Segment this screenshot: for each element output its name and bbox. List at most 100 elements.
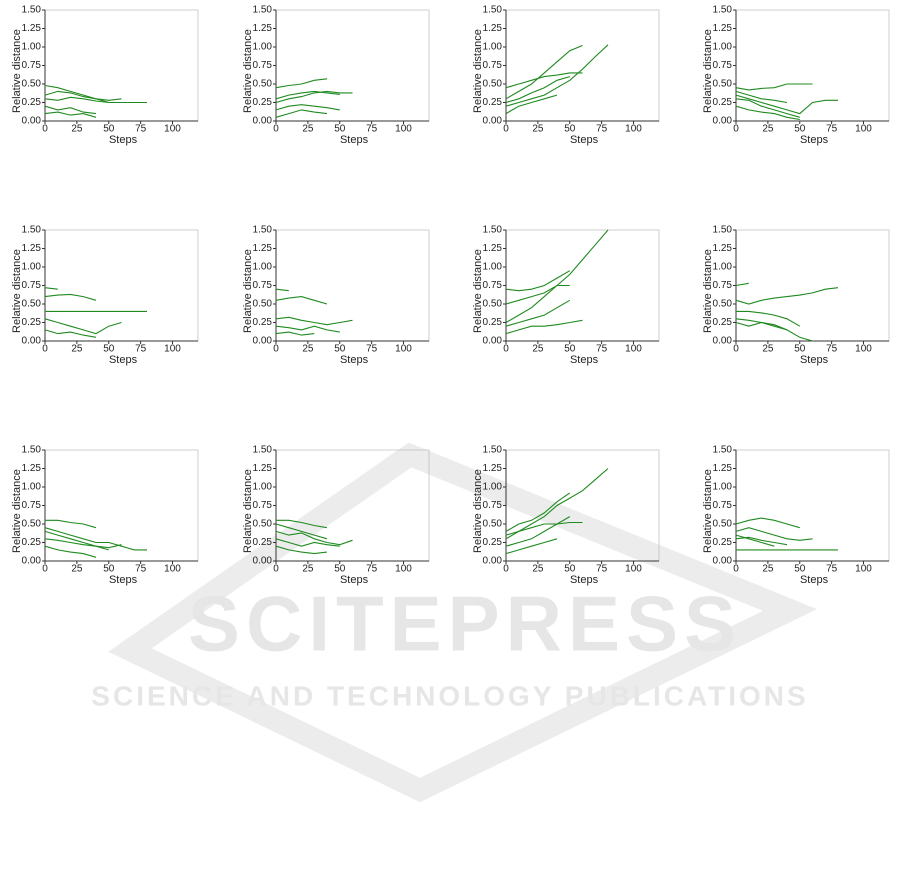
y-tick-label: 1.50 (253, 225, 273, 236)
y-tick-label: 0.25 (253, 537, 273, 548)
data-line (505, 492, 571, 532)
x-axis-label: Steps (340, 134, 369, 146)
data-line (505, 516, 571, 547)
y-tick-label: 1.00 (713, 42, 733, 53)
watermark-title: SCITEPRESS (188, 580, 742, 668)
y-tick-label: 0.25 (713, 537, 733, 548)
x-tick-label: 100 (395, 124, 412, 135)
chart-panel: 0.00 0.25 0.50 0.75 1.00 1.25 1.50 0 25 50 75 100 St… (472, 445, 660, 586)
x-axis-label: Steps (340, 354, 369, 366)
x-tick-label: 100 (164, 564, 181, 575)
y-tick-label: 0.00 (22, 556, 42, 567)
y-axis-label: Relative distance (472, 249, 484, 333)
data-line (275, 109, 328, 118)
data-line (736, 310, 801, 327)
y-tick-label: 0.25 (483, 537, 503, 548)
x-tick-label: 25 (762, 124, 774, 135)
chart-panel: 0.00 0.25 0.50 0.75 1.00 1.25 1.50 0 25 50 75 100 St… (242, 445, 430, 586)
x-tick-label: 0 (42, 344, 48, 355)
y-tick-label: 0.00 (22, 336, 42, 347)
watermark-subtitle: SCIENCE AND TECHNOLOGY PUBLICATIONS (91, 680, 808, 711)
y-tick-label: 0.50 (22, 299, 42, 310)
data-line (735, 90, 788, 104)
x-tick-label: 25 (302, 564, 314, 575)
chart-panel: 0.00 0.25 0.50 0.75 1.00 1.25 1.50 0 25 50 75 100 St… (472, 5, 660, 146)
y-tick-label: 1.00 (483, 262, 503, 273)
y-tick-label: 1.50 (22, 5, 42, 16)
y-tick-label: 0.50 (253, 519, 273, 530)
watermark-shape (108, 442, 817, 803)
plot-frame (735, 229, 890, 342)
data-line (275, 331, 315, 336)
x-tick-label: 0 (503, 344, 509, 355)
y-tick-label: 1.50 (483, 5, 503, 16)
chart-panel: 0.00 0.25 0.50 0.75 1.00 1.25 1.50 0 25 50 75 100 St… (242, 225, 430, 366)
y-tick-label: 0.50 (713, 299, 733, 310)
data-line (275, 78, 328, 89)
x-tick-label: 100 (164, 344, 181, 355)
x-tick-label: 50 (794, 344, 806, 355)
y-tick-label: 1.25 (483, 463, 503, 474)
x-tick-label: 25 (762, 344, 774, 355)
y-axis-label: Relative distance (11, 249, 23, 333)
y-axis-label: Relative distance (242, 29, 254, 113)
x-tick-label: 50 (103, 344, 115, 355)
plot-frame (275, 9, 430, 122)
data-line (505, 72, 583, 89)
x-tick-label: 50 (103, 564, 115, 575)
y-tick-label: 0.75 (483, 500, 503, 511)
x-tick-label: 75 (135, 564, 147, 575)
y-tick-label: 0.50 (22, 79, 42, 90)
x-tick-label: 0 (273, 344, 279, 355)
chart-panel: 0.00 0.25 0.50 0.75 1.00 1.25 1.50 0 25 50 75 100 St… (702, 445, 890, 586)
y-axis-label: Relative distance (702, 249, 714, 333)
x-tick-label: 100 (625, 344, 642, 355)
data-line (44, 96, 147, 104)
y-tick-label: 1.50 (483, 445, 503, 456)
data-line (44, 105, 97, 115)
data-line (44, 545, 97, 558)
data-line (275, 316, 353, 326)
data-line (735, 534, 775, 547)
chart-panel: 0.00 0.25 0.50 0.75 1.00 1.25 1.50 0 25 50 75 100 St… (702, 5, 890, 146)
data-line (735, 517, 800, 529)
x-tick-label: 0 (503, 564, 509, 575)
y-tick-label: 1.25 (483, 23, 503, 34)
data-line (505, 270, 571, 292)
data-line (505, 538, 558, 555)
x-axis-label: Steps (340, 574, 369, 586)
y-tick-label: 1.50 (22, 445, 42, 456)
x-tick-label: 50 (334, 124, 346, 135)
data-line (275, 523, 328, 540)
y-tick-label: 1.25 (483, 243, 503, 254)
data-line (505, 44, 609, 107)
y-tick-label: 0.50 (253, 79, 273, 90)
data-line (275, 530, 353, 546)
x-tick-label: 100 (855, 564, 872, 575)
y-axis-label: Relative distance (242, 249, 254, 333)
x-tick-label: 0 (273, 564, 279, 575)
y-tick-label: 0.75 (253, 280, 273, 291)
y-tick-label: 1.50 (22, 225, 42, 236)
plot-frame (505, 9, 660, 122)
x-tick-label: 100 (625, 564, 642, 575)
y-tick-label: 0.75 (713, 500, 733, 511)
plot-frame (44, 229, 199, 342)
data-line (505, 44, 583, 100)
x-tick-label: 75 (826, 344, 838, 355)
data-line (735, 282, 749, 287)
y-tick-label: 0.75 (22, 500, 42, 511)
data-line (275, 288, 289, 292)
x-tick-label: 75 (596, 344, 608, 355)
y-tick-label: 1.00 (22, 42, 42, 53)
y-tick-label: 1.25 (253, 243, 273, 254)
data-line (505, 468, 609, 540)
y-tick-label: 0.25 (22, 317, 42, 328)
x-axis-label: Steps (800, 134, 829, 146)
x-tick-label: 25 (762, 564, 774, 575)
data-line (275, 325, 340, 333)
y-tick-label: 1.25 (253, 463, 273, 474)
y-axis-label: Relative distance (702, 469, 714, 553)
x-tick-label: 25 (302, 124, 314, 135)
x-tick-label: 50 (794, 564, 806, 575)
